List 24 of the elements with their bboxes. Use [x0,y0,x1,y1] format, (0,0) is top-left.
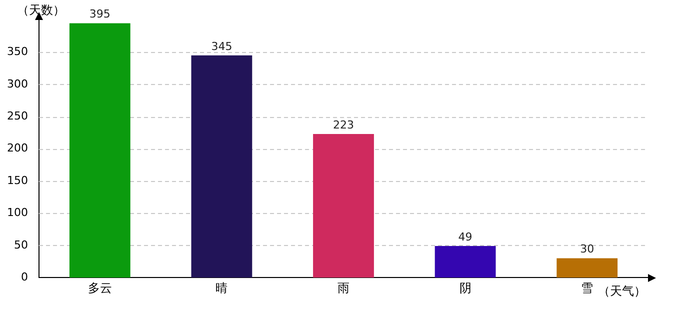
x-tick-label: 晴 [216,280,228,295]
y-tick-label: 250 [6,109,28,122]
data-label: 49 [458,230,472,244]
data-label: 345 [211,40,232,53]
y-tick-label: 200 [6,142,28,155]
y-tick-label: 350 [6,45,28,58]
bar [556,258,618,278]
x-tick-label: 多云 [88,280,112,295]
bar [69,23,130,278]
bar [313,134,374,278]
bar [191,55,252,278]
y-tick-label: 50 [14,238,28,252]
x-tick-label: 雪 [581,280,594,295]
bar [434,246,496,278]
y-tick-label: 300 [6,77,28,90]
data-label: 223 [333,118,354,132]
x-tick-label: 阴 [459,280,472,295]
data-label: 395 [89,8,110,21]
x-tick-label: 雨 [338,280,350,295]
y-tick-label: 100 [6,206,28,220]
data-label: 30 [580,242,594,256]
x-axis-title: （天气） [598,282,646,300]
y-tick-label: 0 [20,270,28,284]
y-tick-label: 150 [6,174,28,187]
